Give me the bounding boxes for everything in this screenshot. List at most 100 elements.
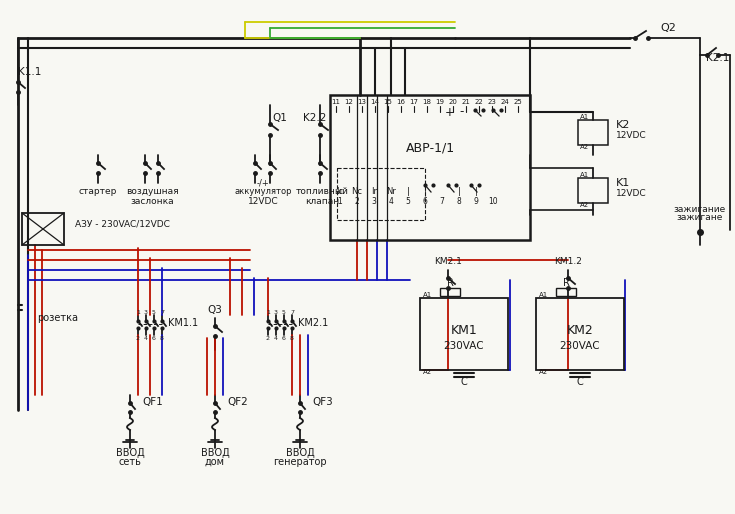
Text: K1: K1 — [616, 178, 630, 188]
Text: АВР-1/1: АВР-1/1 — [406, 141, 454, 155]
Text: 6: 6 — [152, 336, 156, 340]
Text: 5: 5 — [406, 197, 410, 207]
Text: 3: 3 — [372, 197, 376, 207]
Text: 6: 6 — [423, 197, 428, 207]
Text: топливный: топливный — [295, 188, 348, 196]
Text: ВВОД: ВВОД — [115, 448, 144, 458]
Text: 8: 8 — [290, 336, 294, 340]
Text: 16: 16 — [396, 99, 406, 105]
Text: 15: 15 — [384, 99, 392, 105]
Text: 3: 3 — [274, 310, 278, 316]
Text: 230VAC: 230VAC — [444, 341, 484, 351]
Text: ВВОД: ВВОД — [201, 448, 229, 458]
Text: Q2: Q2 — [660, 23, 676, 33]
Text: 8: 8 — [456, 197, 462, 207]
Text: 12VDC: 12VDC — [616, 131, 647, 139]
Text: Ir: Ir — [371, 188, 377, 196]
Text: 5: 5 — [152, 310, 156, 316]
Text: 7: 7 — [290, 310, 294, 316]
Text: -/+: -/+ — [257, 178, 269, 188]
Bar — [556, 288, 576, 296]
Text: Q1: Q1 — [273, 113, 287, 123]
Text: 23: 23 — [487, 99, 496, 105]
Text: сеть: сеть — [118, 457, 141, 467]
Text: A2: A2 — [423, 369, 432, 375]
Text: аккумулятор: аккумулятор — [234, 188, 292, 196]
Text: QF2: QF2 — [227, 397, 248, 407]
Text: ВВОД: ВВОД — [286, 448, 315, 458]
Text: R: R — [562, 278, 570, 288]
Text: воздушная: воздушная — [126, 188, 179, 196]
Text: |: | — [458, 188, 460, 196]
Text: клапан: клапан — [305, 196, 339, 206]
Text: 3: 3 — [144, 310, 148, 316]
Text: 10: 10 — [488, 197, 498, 207]
Text: KM1.2: KM1.2 — [554, 258, 582, 266]
Text: АЗУ - 230VAC/12VDC: АЗУ - 230VAC/12VDC — [75, 219, 170, 229]
Text: K2.1: K2.1 — [706, 53, 730, 63]
Text: A1: A1 — [580, 114, 589, 120]
Text: QF1: QF1 — [142, 397, 162, 407]
Text: 13: 13 — [357, 99, 367, 105]
Text: стартер: стартер — [79, 188, 117, 196]
Text: A1: A1 — [580, 172, 589, 178]
Text: -: - — [460, 105, 465, 119]
Bar — [330, 95, 530, 240]
Text: C: C — [577, 377, 584, 387]
Text: розетка: розетка — [37, 313, 79, 323]
Text: KM2.1: KM2.1 — [298, 318, 329, 328]
Text: 19: 19 — [436, 99, 445, 105]
Text: 25: 25 — [514, 99, 523, 105]
Text: 4: 4 — [389, 197, 393, 207]
Text: 1: 1 — [337, 197, 343, 207]
Text: A1: A1 — [539, 292, 548, 298]
Text: генератор: генератор — [273, 457, 327, 467]
Text: 2: 2 — [266, 336, 270, 340]
Text: заслонка: заслонка — [130, 196, 173, 206]
Text: K2: K2 — [616, 120, 631, 130]
Bar — [578, 178, 608, 203]
Text: C: C — [461, 377, 467, 387]
Text: 2: 2 — [354, 197, 359, 207]
Text: дом: дом — [205, 457, 225, 467]
Text: 21: 21 — [462, 99, 470, 105]
Text: KM2.1: KM2.1 — [434, 258, 462, 266]
Text: Ic: Ic — [337, 188, 343, 196]
Text: K2.2: K2.2 — [304, 113, 326, 123]
Text: 7: 7 — [160, 310, 164, 316]
Text: |: | — [423, 188, 426, 196]
Bar — [420, 298, 508, 370]
Text: 18: 18 — [423, 99, 431, 105]
Text: 6: 6 — [282, 336, 286, 340]
Bar — [337, 168, 425, 220]
Text: 9: 9 — [473, 197, 478, 207]
Text: 8: 8 — [160, 336, 164, 340]
Text: зажигане: зажигане — [677, 213, 723, 223]
Text: Nc: Nc — [351, 188, 362, 196]
Text: 17: 17 — [409, 99, 418, 105]
Text: 2: 2 — [136, 336, 140, 340]
Text: 5: 5 — [282, 310, 286, 316]
Text: 4: 4 — [144, 336, 148, 340]
Text: Nr: Nr — [386, 188, 396, 196]
Text: A2: A2 — [539, 369, 548, 375]
Text: 4: 4 — [274, 336, 278, 340]
Text: 1: 1 — [136, 310, 140, 316]
Text: A2: A2 — [580, 202, 589, 208]
Text: 230VAC: 230VAC — [559, 341, 600, 351]
Text: +: + — [445, 105, 455, 119]
Text: KM1.1: KM1.1 — [168, 318, 198, 328]
Text: 12VDC: 12VDC — [248, 196, 279, 206]
Text: 14: 14 — [370, 99, 379, 105]
Text: KM1: KM1 — [451, 323, 477, 337]
Text: 7: 7 — [440, 197, 445, 207]
Text: |: | — [406, 188, 409, 196]
Text: 24: 24 — [501, 99, 509, 105]
Text: K1.1: K1.1 — [18, 67, 42, 77]
Bar — [440, 288, 460, 296]
Text: |: | — [475, 188, 478, 196]
Text: 11: 11 — [331, 99, 340, 105]
Bar — [578, 120, 608, 145]
Text: 1: 1 — [266, 310, 270, 316]
Text: 22: 22 — [475, 99, 484, 105]
